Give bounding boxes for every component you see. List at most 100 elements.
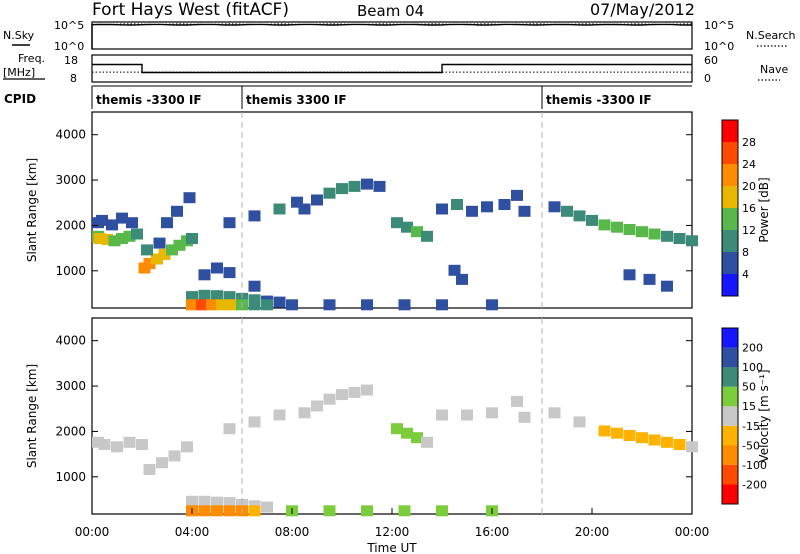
velocity-cell xyxy=(211,505,223,517)
beam-label: Beam 04 xyxy=(357,2,424,20)
velocity-cells xyxy=(92,384,698,517)
velocity-cell xyxy=(198,505,211,517)
velocity-cell xyxy=(181,441,193,453)
power-colorbar-swatch xyxy=(722,230,738,252)
power-panel: 1000 2000 3000 4000 Slant Range [km] xyxy=(25,111,698,311)
power-cell xyxy=(211,262,223,274)
velocity-colorbar-tick: 200 xyxy=(742,342,763,355)
power-colorbar-swatch xyxy=(722,164,738,186)
nave-tick-top: 60 xyxy=(704,54,718,67)
velocity-cell xyxy=(391,423,403,435)
cpid-segment-label: themis 3300 IF xyxy=(246,93,347,107)
x-axis-label: Time UT xyxy=(366,541,417,554)
power-y-tick-label: 3000 xyxy=(55,173,86,187)
velocity-colorbar-swatch xyxy=(722,347,738,368)
noise-panel-frame xyxy=(91,21,693,50)
power-cell xyxy=(561,205,573,217)
power-cell xyxy=(436,299,448,311)
power-cell xyxy=(348,180,361,192)
nsearch-label: N.Search xyxy=(746,29,796,42)
power-colorbar-tick: 28 xyxy=(742,136,756,149)
velocity-panel-frame xyxy=(91,317,693,515)
power-cell xyxy=(598,219,611,231)
velocity-cell xyxy=(518,411,531,423)
cpid-label: CPID xyxy=(4,92,36,106)
velocity-cell xyxy=(92,436,104,448)
power-cell xyxy=(323,299,336,311)
power-cell xyxy=(273,203,286,215)
power-cell xyxy=(153,237,166,249)
velocity-cell xyxy=(636,432,648,444)
power-cell xyxy=(336,183,348,195)
velocity-cell xyxy=(398,505,411,517)
velocity-cell xyxy=(123,436,136,448)
x-axis-ticks: 00:00 04:00 08:00 12:00 16:00 20:00 00:00 xyxy=(75,508,709,539)
velocity-panel: 1000 2000 3000 4000 Slant Range [km] xyxy=(25,317,698,517)
power-cell xyxy=(298,203,311,215)
velocity-cell xyxy=(236,498,248,510)
power-cell xyxy=(373,180,386,192)
velocity-cell xyxy=(411,432,423,444)
power-cell xyxy=(171,205,183,217)
velocity-cell xyxy=(223,505,236,517)
power-cell xyxy=(261,299,273,311)
power-cell xyxy=(686,235,698,247)
velocity-colorbar-swatch xyxy=(722,425,738,446)
velocity-cell xyxy=(348,386,361,398)
nave-tick-bottom: 0 xyxy=(704,72,711,85)
freq-label: Freq. xyxy=(18,52,45,65)
velocity-cell xyxy=(98,439,111,450)
velocity-cell xyxy=(686,441,698,453)
power-cell xyxy=(96,214,108,226)
power-cell xyxy=(661,280,673,292)
velocity-y-tick-label: 2000 xyxy=(55,424,86,438)
power-cell xyxy=(481,201,493,213)
velocity-cell xyxy=(611,427,623,439)
velocity-cell xyxy=(548,407,561,419)
freq-panel-frame xyxy=(91,54,693,83)
power-cell xyxy=(116,233,128,244)
velocity-cell xyxy=(198,495,211,507)
velocity-colorbar-frame xyxy=(721,327,739,505)
power-cell xyxy=(186,233,198,244)
power-cell xyxy=(573,210,586,222)
power-cell xyxy=(661,230,673,242)
power-cell xyxy=(248,210,261,222)
power-cell xyxy=(93,233,106,244)
power-cell xyxy=(448,264,461,276)
velocity-cell xyxy=(298,407,311,419)
power-cell xyxy=(223,217,236,229)
power-cell xyxy=(216,299,228,311)
power-cell xyxy=(196,299,208,311)
freq-trace xyxy=(92,63,692,74)
x-tick-label: 08:00 xyxy=(275,525,310,539)
velocity-cell xyxy=(143,464,156,475)
power-cell xyxy=(108,235,121,247)
nsky-tick-bottom: 10^0 xyxy=(54,40,84,53)
velocity-cell xyxy=(323,505,336,517)
power-colorbar-swatch xyxy=(722,186,738,208)
power-colorbar-tick: 12 xyxy=(742,224,756,237)
power-y-ticks: 1000 2000 3000 4000 xyxy=(55,112,692,308)
velocity-y-axis-label: Slant Range [km] xyxy=(25,364,39,468)
velocity-cell xyxy=(598,425,611,437)
x-tick-label: 04:00 xyxy=(175,525,210,539)
power-colorbar-swatch xyxy=(722,274,738,296)
nave-label: Nave xyxy=(760,63,788,76)
velocity-cell xyxy=(156,457,168,469)
power-cell xyxy=(548,201,561,213)
power-cell xyxy=(131,228,143,240)
velocity-cell xyxy=(248,416,261,428)
velocity-y-ticks: 1000 2000 3000 4000 xyxy=(55,318,692,514)
power-cell xyxy=(198,289,211,301)
velocity-colorbar-swatch xyxy=(722,406,738,426)
freq-unit-label: [MHz] xyxy=(3,66,35,79)
power-colorbar: 4 8 12 16 20 24 28 xyxy=(721,119,756,297)
velocity-cell xyxy=(511,395,523,407)
velocity-cell xyxy=(261,501,273,513)
power-colorbar-label: Power [dB] xyxy=(757,177,771,242)
power-cell xyxy=(466,205,478,217)
power-y-tick-label: 2000 xyxy=(55,218,86,232)
power-cell xyxy=(361,178,373,190)
